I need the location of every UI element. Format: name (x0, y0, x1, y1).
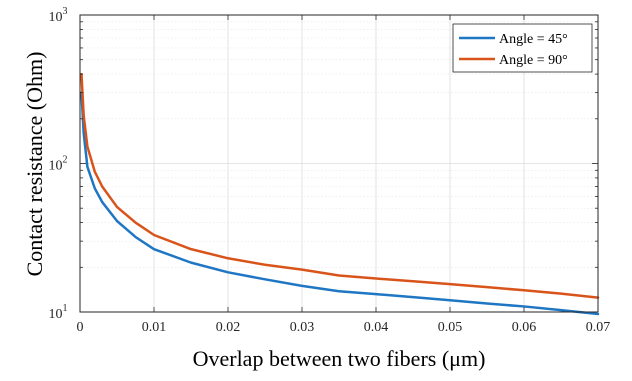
legend-box (452, 23, 593, 73)
y-axis-ticks: 101 102 103 (49, 6, 598, 322)
x-tick-label: 0.05 (438, 320, 463, 335)
legend-label-angle-90: Angle = 90° (499, 53, 568, 68)
x-tick-label: 0.06 (512, 320, 537, 335)
y-tick-label: 103 (49, 6, 68, 25)
y-tick-label: 102 (49, 155, 68, 174)
y-tick-label: 101 (49, 303, 68, 322)
x-tick-label: 0.04 (364, 320, 389, 335)
legend: Angle = 45° Angle = 90° (452, 23, 593, 73)
series-line-angle-45 (80, 91, 600, 316)
x-tick-label: 0 (77, 320, 84, 335)
series-line-angle-90 (80, 72, 600, 299)
x-tick-label: 0.01 (142, 320, 167, 335)
x-tick-label: 0.02 (216, 320, 241, 335)
x-tick-label: 0.03 (290, 320, 315, 335)
y-axis-label: Contact resistance (Ohm) (22, 52, 47, 277)
series-layer (80, 72, 600, 316)
x-axis-ticks: 0 0.01 0.02 0.03 0.04 0.05 0.06 0.07 (77, 15, 611, 335)
legend-label-angle-45: Angle = 45° (499, 32, 568, 47)
x-axis-label: Overlap between two fibers (μm) (193, 346, 486, 371)
x-tick-label: 0.07 (586, 320, 611, 335)
